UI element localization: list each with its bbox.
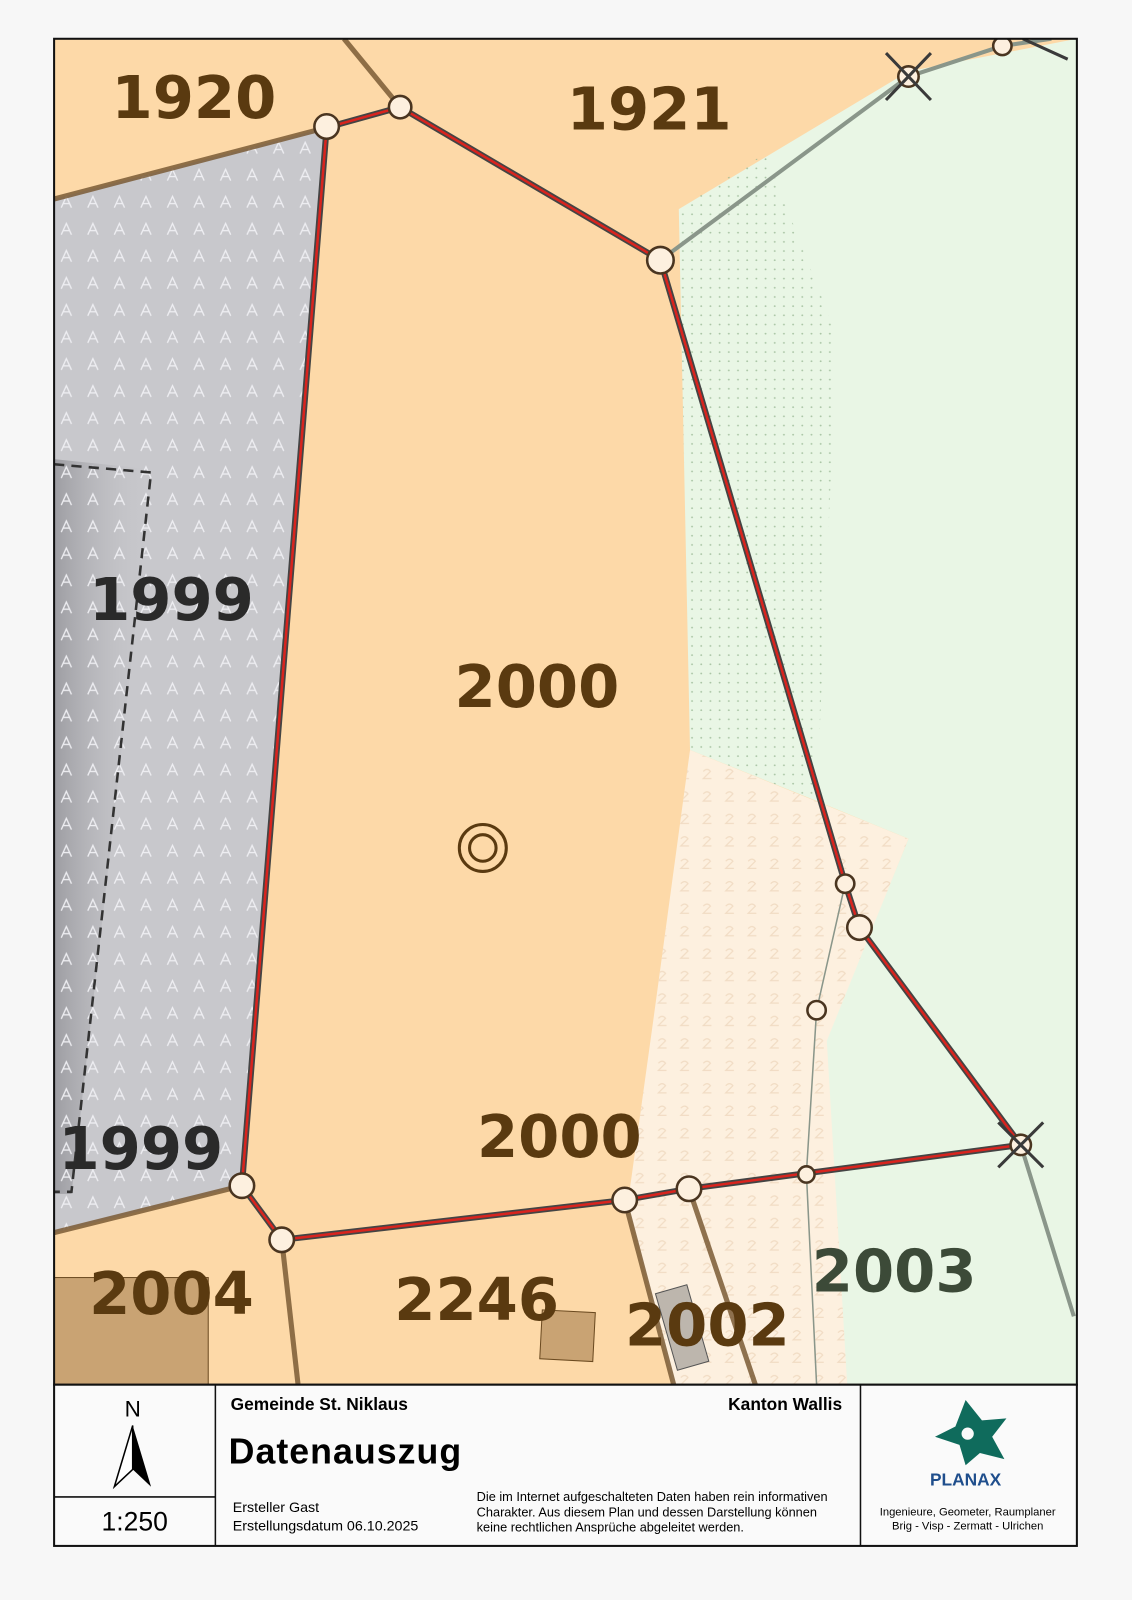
author: Ersteller Gast (233, 1500, 319, 1516)
canton: Kanton Wallis (728, 1394, 842, 1414)
pattern (678, 153, 838, 802)
parcel-label: 2003 (812, 1237, 977, 1306)
company-locations: Brig - Visp - Zermatt - Ulrichen (892, 1521, 1043, 1533)
boundaries (659, 38, 1076, 1385)
pattern (627, 750, 909, 1385)
parcel-label: 2002 (625, 1291, 790, 1360)
map: 1920 1921 1999 1999 2000 2000 2004 2246 2002 2003 (54, 38, 1077, 1385)
parcel-label: 1999 (89, 565, 254, 634)
scale: 1:250 (102, 1507, 168, 1537)
date: Erstellungsdatum 06.10.2025 (233, 1519, 419, 1535)
company-tagline: Ingenieure, Geometer, Raumplaner (880, 1506, 1056, 1518)
parcel-label: 1921 (567, 74, 732, 143)
municipality: Gemeinde St. Niklaus (231, 1394, 408, 1414)
points (228, 38, 1033, 1254)
disclaimer: keine rechtlichen Ansprüche abgeleitet w… (477, 1520, 744, 1535)
company-name: PLANAX (930, 1470, 1002, 1490)
title: Datenauszug (229, 1431, 463, 1471)
disclaimer: Charakter. Aus diesem Plan und dessen Da… (477, 1504, 817, 1519)
markers (884, 38, 1069, 1169)
footer: N 1:250 Gemeinde St. Niklaus Kanton Wall… (53, 1383, 1078, 1547)
disclaimer: Die im Internet aufgeschalteten Daten ha… (477, 1489, 828, 1504)
building (54, 1277, 209, 1385)
parcel-label: 2004 (89, 1259, 254, 1328)
north-arrow (132, 1425, 152, 1487)
marker (457, 822, 508, 873)
dashed-line (54, 463, 153, 1194)
building (654, 1284, 710, 1371)
boundaries (54, 38, 758, 1385)
parcel-label: 2246 (394, 1265, 559, 1334)
parcel-label: 2000 (455, 652, 620, 721)
parcel-label: 2000 (477, 1102, 642, 1171)
parcel-label: 1999 (58, 1114, 223, 1183)
logo (934, 1400, 1007, 1466)
north-label: N (125, 1396, 141, 1421)
building (539, 1309, 596, 1363)
parcel-label: 1920 (112, 63, 277, 132)
marker (468, 833, 498, 863)
